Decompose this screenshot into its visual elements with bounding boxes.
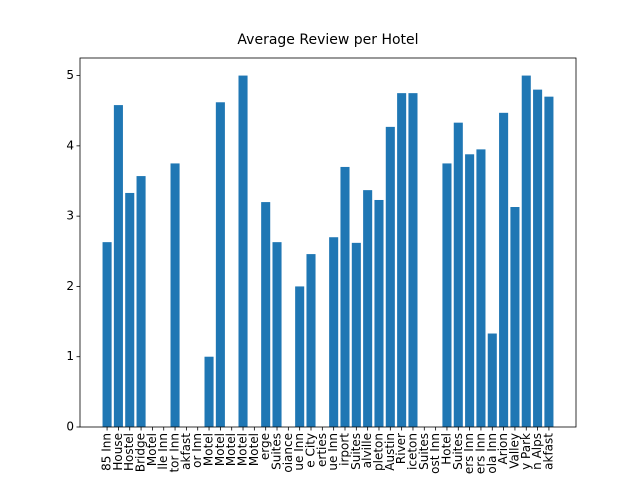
- x-tick-label: House: [111, 433, 125, 471]
- y-tick-label: 1: [66, 349, 74, 363]
- y-tick-label: 4: [66, 138, 74, 152]
- bar: [385, 126, 395, 427]
- bar: [215, 102, 225, 427]
- x-tick-label: oiance: [281, 433, 295, 473]
- bar: [136, 176, 146, 427]
- x-tick-label: erties: [315, 433, 329, 467]
- bar: [261, 202, 271, 427]
- x-tick-label: Hotel: [439, 433, 453, 465]
- x-tick-label: Motel: [202, 433, 216, 466]
- x-tick-label: Motel: [236, 433, 250, 466]
- bar: [351, 242, 361, 427]
- bar: [499, 112, 509, 427]
- bar: [397, 93, 407, 428]
- x-tick-label: ola Inn: [485, 433, 499, 474]
- y-tick-label: 2: [66, 279, 74, 293]
- x-tick-label: Arion: [496, 433, 510, 464]
- y-tick-label: 5: [66, 68, 74, 82]
- bar: [204, 356, 214, 427]
- x-tick-label: n Alps: [530, 433, 544, 470]
- x-tick-label: Motel: [224, 433, 238, 466]
- x-tick-label: Valley: [507, 433, 521, 469]
- x-tick-label: Suites: [270, 433, 284, 470]
- bar: [487, 333, 497, 427]
- x-tick-label: y Park: [519, 433, 533, 470]
- x-tick-label: River: [394, 433, 408, 464]
- bar: [374, 199, 384, 427]
- x-tick-label: alville: [360, 433, 374, 468]
- x-tick-label: Motel: [213, 433, 227, 466]
- bar: [521, 75, 531, 428]
- x-tick-label: erge: [258, 433, 272, 460]
- x-tick-label: Motel: [247, 433, 261, 466]
- x-tick-label: irport: [337, 433, 351, 466]
- x-tick-label: 85 Inn: [100, 433, 114, 471]
- x-tick-label: Suites: [349, 433, 363, 470]
- x-tick-label: pleton: [371, 433, 385, 471]
- x-tick-label: Motel: [145, 433, 159, 466]
- bar: [102, 242, 112, 427]
- bar: [363, 190, 373, 427]
- bar: [442, 163, 452, 427]
- x-tick-label: Suites: [451, 433, 465, 470]
- bar: [408, 93, 418, 428]
- bar: [476, 149, 486, 427]
- bar: [340, 166, 350, 427]
- bar: [453, 122, 463, 428]
- bar: [238, 75, 248, 428]
- bar: [510, 207, 520, 427]
- bar: [465, 154, 475, 427]
- bar: [306, 254, 316, 427]
- x-tick-label: lle Inn: [156, 433, 170, 470]
- x-tick-label: or Inn: [190, 433, 204, 468]
- x-tick-label: ue Inn: [326, 433, 340, 471]
- x-tick-label: ers Inn: [462, 433, 476, 474]
- chart-title: Average Review per Hotel: [237, 32, 418, 48]
- x-tick-label: Austin: [383, 433, 397, 471]
- y-tick-label: 0: [66, 420, 74, 434]
- x-tick-label: iceton: [405, 433, 419, 470]
- x-tick-label: tor Inn: [168, 433, 182, 473]
- x-tick-label: ue Inn: [292, 433, 306, 471]
- bar: [113, 105, 123, 427]
- bar: [533, 89, 543, 427]
- y-tick-label: 3: [66, 209, 74, 223]
- x-tick-label: Hostel: [122, 433, 136, 471]
- bar: [295, 286, 305, 427]
- x-tick-label: ost Inn: [428, 433, 442, 474]
- bar: [170, 163, 180, 427]
- bar: [272, 242, 282, 427]
- bar: [125, 192, 135, 427]
- bar: [544, 96, 554, 428]
- x-tick-label: ers Inn: [473, 433, 487, 474]
- plot-frame: [79, 57, 577, 428]
- x-tick-label: akfast: [541, 433, 555, 470]
- x-tick-label: e City: [304, 433, 318, 468]
- x-tick-label: akfast: [179, 433, 193, 470]
- x-tick-label: Suites: [417, 433, 431, 470]
- x-tick-label: Bridge: [134, 433, 148, 472]
- bar: [329, 237, 339, 427]
